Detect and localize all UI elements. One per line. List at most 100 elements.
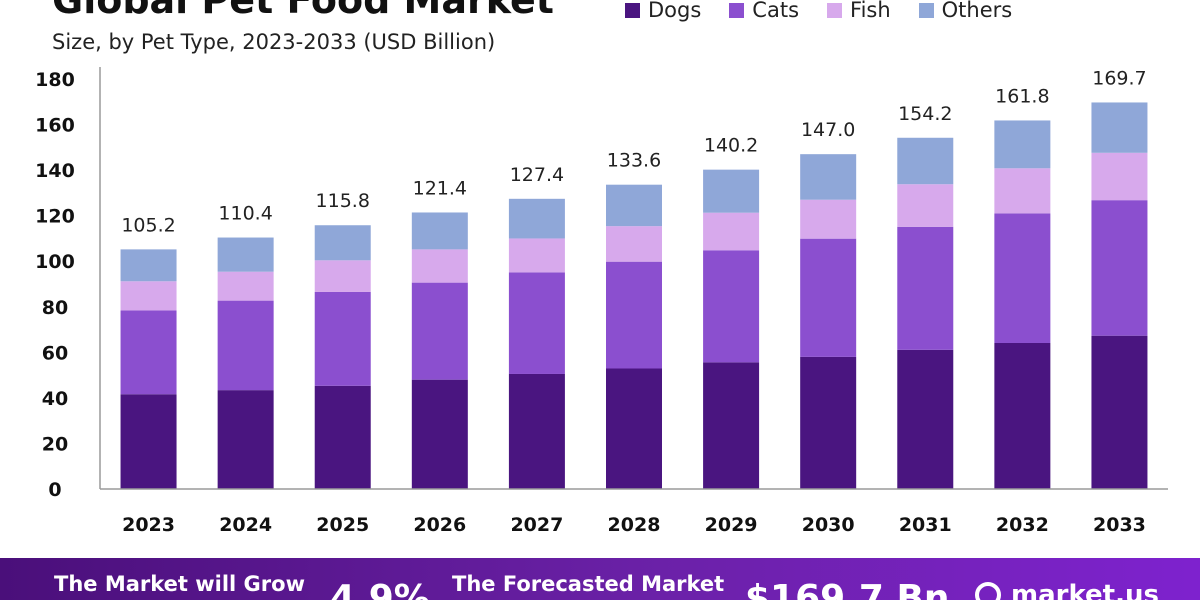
- bar-segment-fish: [800, 199, 857, 239]
- legend-swatch-cats: [729, 2, 745, 18]
- bar-segment-fish: [1091, 152, 1148, 201]
- x-tick-label: 2026: [413, 514, 466, 536]
- x-tick-label: 2033: [1093, 514, 1146, 536]
- chart-title: Global Pet Food Market: [52, 0, 554, 22]
- bar-segment-dogs: [606, 368, 662, 489]
- bar-total-label: 110.4: [218, 203, 272, 225]
- legend-swatch-fish: [827, 2, 843, 18]
- x-tick-label: 2028: [608, 514, 661, 536]
- bar-segment-cats: [314, 291, 371, 386]
- legend-label-others: Others: [941, 0, 1013, 22]
- bar-segment-others: [1091, 102, 1148, 153]
- bar-segment-others: [994, 120, 1051, 169]
- y-tick-label: 0: [48, 479, 61, 501]
- brand-mark-icon: [975, 582, 1001, 600]
- bar-segment-others: [217, 237, 274, 272]
- bar-segment-dogs: [994, 342, 1051, 489]
- bar-segment-cats: [1091, 200, 1148, 336]
- bar-segment-fish: [120, 281, 177, 311]
- bar-segment-dogs: [508, 373, 565, 489]
- bar-total-label: 127.4: [510, 164, 564, 186]
- bar-total-label: 169.7: [1092, 67, 1146, 89]
- x-tick-label: 2031: [899, 514, 952, 536]
- bar-total-label: 105.2: [121, 214, 175, 236]
- bar-segment-cats: [120, 310, 177, 395]
- x-tick-label: 2032: [996, 514, 1049, 536]
- bar-segment-fish: [217, 271, 274, 301]
- bar-segment-others: [120, 249, 177, 282]
- footer-growth-value: 4.9%: [330, 578, 430, 600]
- bar-total-label: 115.8: [316, 190, 370, 212]
- stacked-bar-chart: 0 20 40 60 80 100 120 140 160 180 105.2 2023 110.4 20…: [35, 67, 1168, 536]
- y-tick-label: 160: [35, 115, 75, 137]
- y-tick-label: 140: [35, 160, 75, 182]
- y-tick-label: 180: [35, 69, 75, 91]
- bar-segment-cats: [994, 213, 1051, 343]
- bar-segment-dogs: [800, 356, 857, 489]
- x-tick-label: 2024: [219, 514, 272, 536]
- legend-item-cats: Cats: [729, 0, 799, 22]
- legend-item-others: Others: [918, 0, 1013, 22]
- y-tick-label: 80: [42, 297, 68, 319]
- bar-segment-fish: [897, 184, 954, 227]
- bar-segment-fish: [994, 168, 1051, 214]
- y-tick-label: 120: [35, 206, 75, 228]
- footer-forecast-value: $169.7 Bn: [745, 578, 950, 600]
- bar-segment-cats: [606, 261, 662, 369]
- legend-label-dogs: Dogs: [648, 0, 702, 22]
- bar-segment-dogs: [411, 379, 468, 489]
- bar-segment-dogs: [703, 362, 760, 489]
- bar-segment-dogs: [120, 394, 177, 489]
- chart-subtitle: Size, by Pet Type, 2023-2033 (USD Billio…: [52, 30, 496, 54]
- bar-segment-cats: [217, 300, 274, 391]
- brand-name: market.us: [1011, 580, 1159, 600]
- bar-total-label: 161.8: [995, 85, 1049, 107]
- legend-item-fish: Fish: [827, 0, 891, 22]
- bar-segment-others: [800, 154, 857, 200]
- footer-banner: The Market will Grow 4.9% The Forecasted…: [0, 558, 1200, 600]
- x-tick-label: 2027: [510, 514, 563, 536]
- legend-swatch-others: [918, 2, 934, 18]
- bar-segment-fish: [703, 212, 760, 251]
- bar-segment-others: [411, 212, 468, 250]
- y-tick-label: 100: [35, 251, 75, 273]
- bar-segment-fish: [606, 226, 662, 262]
- bar-total-label: 154.2: [898, 103, 952, 125]
- legend: Dogs Cats Fish Others: [625, 0, 1012, 22]
- legend-item-dogs: Dogs: [625, 0, 701, 22]
- bar-segment-cats: [508, 272, 565, 374]
- x-tick-label: 2025: [316, 514, 369, 536]
- legend-swatch-dogs: [625, 2, 640, 18]
- bar-total-label: 147.0: [801, 119, 855, 141]
- bar-segment-cats: [897, 226, 954, 350]
- bar-segment-dogs: [1091, 335, 1148, 489]
- footer-forecast-label: The Forecasted Market: [452, 572, 725, 596]
- bar-segment-others: [703, 169, 760, 213]
- bar-segment-cats: [411, 282, 468, 380]
- x-tick-label: 2023: [122, 514, 175, 536]
- bar-total-label: 133.6: [607, 150, 661, 172]
- bar-segment-others: [508, 198, 565, 239]
- bar-segment-dogs: [217, 390, 274, 489]
- bar-segment-others: [606, 184, 662, 227]
- x-tick-label: 2030: [802, 514, 855, 536]
- bar-segment-cats: [703, 250, 760, 363]
- bar-segment-fish: [508, 238, 565, 273]
- bar-total-label: 140.2: [704, 135, 758, 157]
- bar-segment-others: [897, 137, 954, 185]
- legend-label-fish: Fish: [850, 0, 891, 22]
- legend-label-cats: Cats: [752, 0, 800, 22]
- y-tick-label: 20: [42, 433, 68, 455]
- bar-segment-others: [314, 225, 371, 261]
- bar-segment-dogs: [897, 349, 954, 489]
- y-tick-label: 60: [42, 342, 68, 364]
- bar-segment-cats: [800, 238, 857, 357]
- footer-growth-label: The Market will Grow: [54, 572, 305, 596]
- bar-segment-fish: [411, 249, 468, 283]
- bar-total-label: 121.4: [413, 177, 467, 199]
- x-tick-label: 2029: [705, 514, 758, 536]
- y-tick-label: 40: [42, 388, 68, 410]
- bar-segment-fish: [314, 260, 371, 292]
- brand-logo: market.us: [975, 580, 1159, 600]
- bar-segment-dogs: [314, 385, 371, 489]
